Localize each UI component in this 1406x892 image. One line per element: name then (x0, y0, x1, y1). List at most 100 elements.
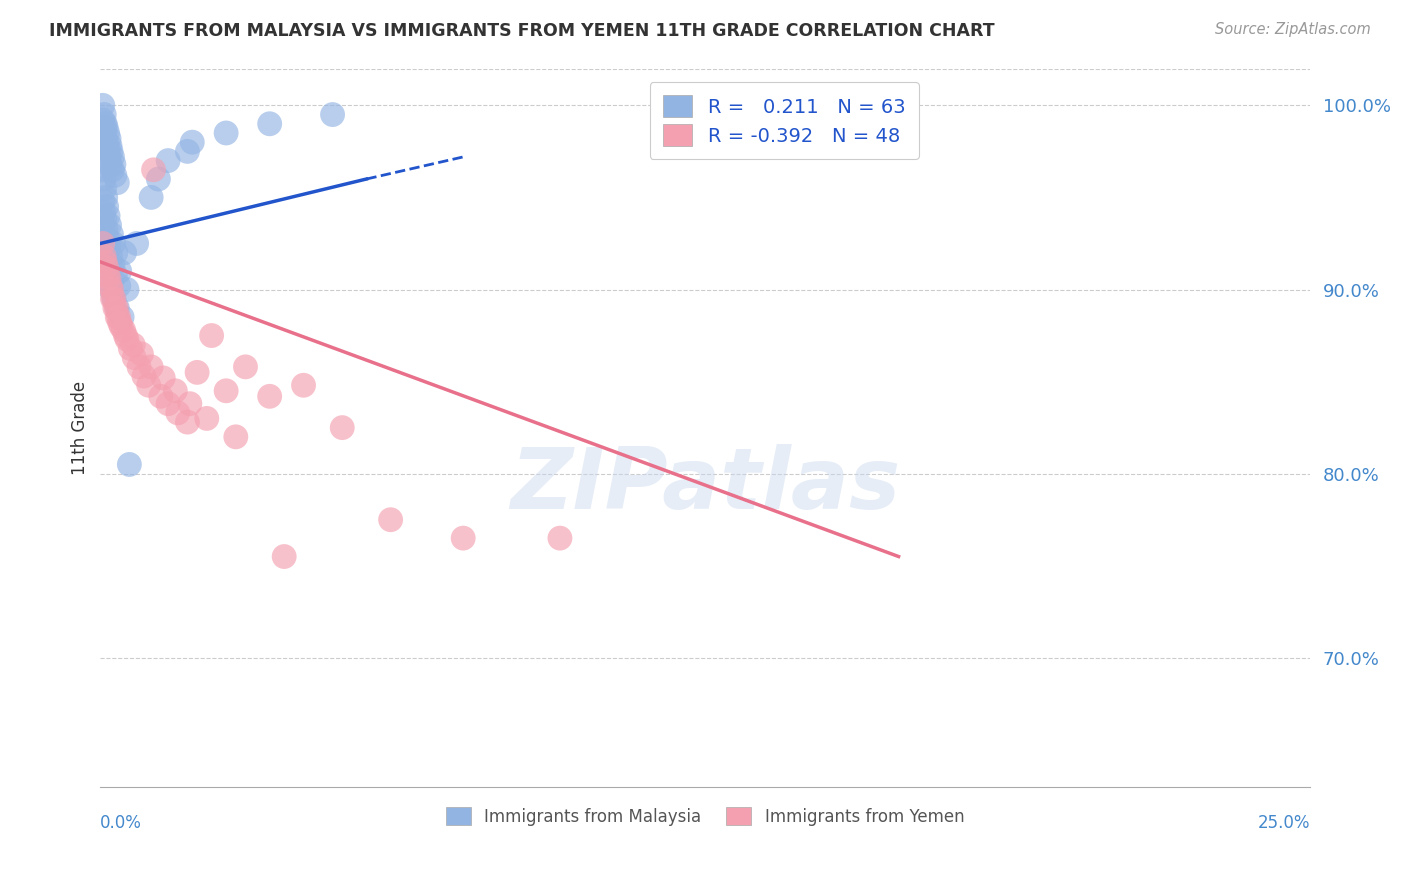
Point (166, 406, 188, 420)
Point (105, 301, 128, 315)
Point (98, 131, 121, 145)
Point (195, 411, 218, 425)
Point (114, 328, 136, 343)
Text: Source: ZipAtlas.com: Source: ZipAtlas.com (1215, 22, 1371, 37)
Point (93, 212, 115, 227)
Point (181, 135, 204, 149)
Point (142, 162, 165, 177)
Point (108, 264, 131, 278)
Point (111, 310, 134, 325)
Point (94, 221, 117, 235)
Point (110, 319, 132, 334)
Point (292, 378, 315, 392)
Point (93, 245, 115, 260)
Point (122, 337, 145, 351)
Point (108, 316, 131, 330)
Point (93, 120, 115, 135)
Point (235, 359, 257, 374)
Point (141, 359, 163, 374)
Point (105, 176, 128, 190)
Text: IMMIGRANTS FROM MALAYSIA VS IMMIGRANTS FROM YEMEN 11TH GRADE CORRELATION CHART: IMMIGRANTS FROM MALAYSIA VS IMMIGRANTS F… (49, 22, 995, 40)
Point (148, 172, 170, 186)
Point (120, 342, 142, 356)
Point (100, 283, 122, 297)
Point (104, 268, 127, 282)
Point (96, 135, 118, 149)
Point (94, 255, 117, 269)
Point (101, 259, 124, 273)
Text: 25.0%: 25.0% (1257, 814, 1310, 832)
Point (98, 150, 121, 164)
Point (96, 264, 118, 278)
Point (322, 107, 344, 121)
Point (176, 415, 198, 429)
Point (201, 328, 224, 343)
Point (100, 145, 122, 159)
Point (91, 236, 114, 251)
Point (98, 271, 121, 285)
Point (104, 245, 127, 260)
Point (101, 150, 124, 164)
Point (215, 126, 238, 140)
Point (93, 172, 115, 186)
Text: 0.0%: 0.0% (100, 814, 142, 832)
Point (98, 139, 121, 153)
Point (94, 129, 117, 144)
Point (104, 301, 127, 315)
Point (186, 365, 208, 379)
Point (97, 268, 120, 282)
Point (179, 397, 201, 411)
Point (104, 169, 127, 183)
Point (131, 347, 153, 361)
Point (91, 162, 114, 177)
Point (94, 255, 117, 269)
Point (330, 420, 353, 434)
Point (105, 310, 128, 325)
Point (451, 531, 474, 545)
Point (215, 384, 238, 398)
Point (259, 117, 281, 131)
Point (103, 157, 125, 171)
Point (96, 120, 118, 135)
Point (115, 332, 138, 346)
Point (103, 236, 125, 251)
Point (94, 190, 117, 204)
Point (132, 369, 155, 384)
Point (157, 397, 180, 411)
Point (93, 249, 115, 263)
Point (101, 292, 124, 306)
Point (125, 236, 148, 251)
Legend: Immigrants from Malaysia, Immigrants from Yemen: Immigrants from Malaysia, Immigrants fro… (439, 801, 972, 832)
Y-axis label: 11th Grade: 11th Grade (72, 381, 89, 475)
Point (97, 143, 120, 157)
Point (107, 278, 129, 293)
Point (98, 218, 121, 232)
Point (176, 145, 198, 159)
Point (115, 283, 138, 297)
Point (100, 249, 122, 263)
Point (107, 310, 129, 325)
Point (128, 359, 150, 374)
Point (149, 389, 172, 403)
Point (103, 292, 125, 306)
Point (152, 371, 174, 385)
Point (96, 200, 118, 214)
Point (105, 301, 128, 315)
Point (112, 323, 135, 337)
Point (273, 549, 295, 564)
Point (91, 113, 114, 128)
Point (96, 260, 118, 275)
Point (93, 181, 115, 195)
Text: ZIPatlas: ZIPatlas (510, 443, 900, 526)
Point (93, 107, 115, 121)
Point (100, 227, 122, 242)
Point (98, 278, 121, 293)
Point (97, 273, 120, 287)
Point (97, 126, 120, 140)
Point (100, 283, 122, 297)
Point (91, 194, 114, 208)
Point (380, 513, 402, 527)
Point (91, 98, 114, 112)
Point (91, 227, 114, 242)
Point (548, 531, 571, 545)
